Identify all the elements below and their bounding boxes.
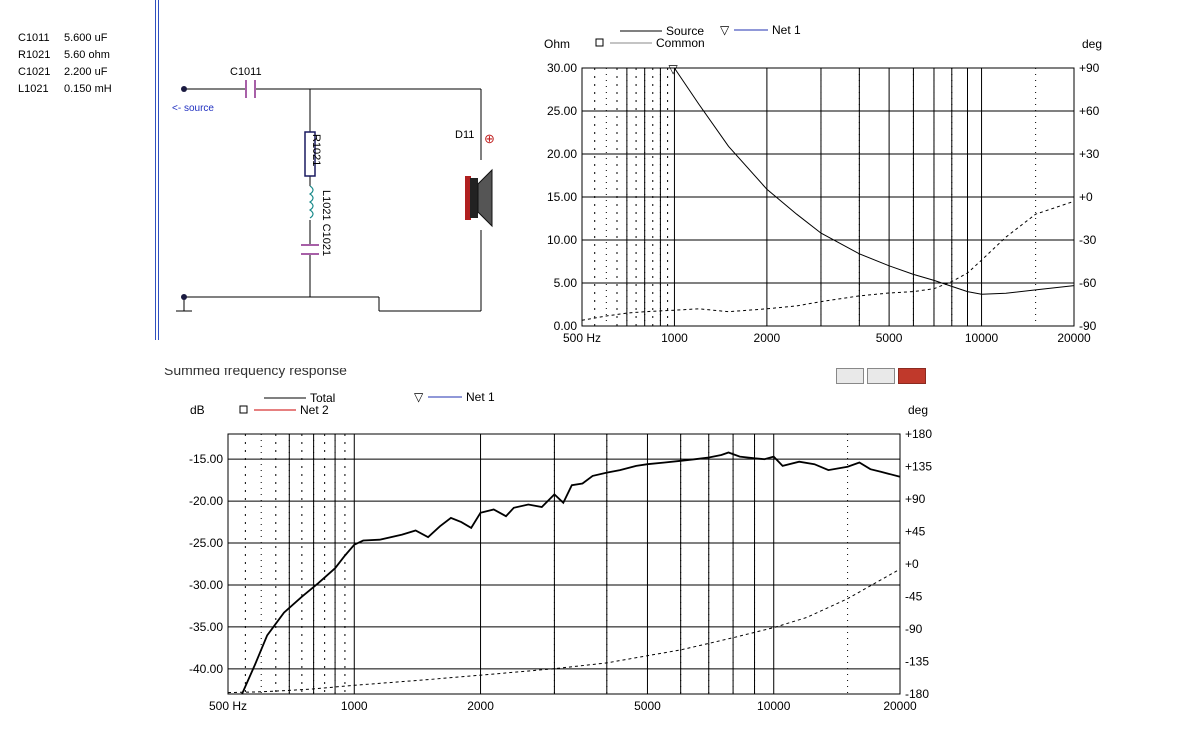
panel-divider — [158, 0, 159, 340]
speaker-d11-icon[interactable] — [465, 168, 493, 228]
y2-tick-label: +0 — [905, 557, 919, 571]
x-tick-label: 2000 — [754, 331, 781, 345]
y-tick-label: 15.00 — [547, 190, 577, 204]
x-tick-label: 20000 — [883, 699, 917, 713]
parts-row: L1021 0.150 mH — [18, 83, 112, 95]
y2-tick-label: -45 — [905, 590, 923, 604]
parts-row: R1021 5.60 ohm — [18, 49, 110, 61]
minimize-button[interactable] — [836, 368, 864, 384]
phase-series-line — [581, 200, 1075, 321]
y-tick-label: 20.00 — [547, 147, 577, 161]
source-label: <- source — [172, 103, 214, 114]
y-tick-label: 25.00 — [547, 104, 577, 118]
y-tick-label: 10.00 — [547, 233, 577, 247]
phase-series-line — [227, 568, 901, 694]
window-titlebar[interactable]: Summed frequency response — [162, 368, 962, 386]
x-tick-label: 5000 — [876, 331, 903, 345]
y-axis-label: dB — [190, 403, 205, 417]
legend-square-icon — [239, 405, 248, 414]
legend-square-icon — [595, 38, 604, 47]
x-tick-label: 1000 — [341, 699, 368, 713]
parts-list: C1011 5.600 uF R1021 5.60 ohm C1021 2.200 u… — [18, 30, 112, 98]
parts-row: C1021 2.200 uF — [18, 66, 108, 78]
window-title: Summed frequency response — [164, 368, 347, 378]
magnitude-series-line — [673, 67, 1075, 295]
y2-tick-label: +45 — [905, 525, 926, 539]
plot-frame — [227, 433, 901, 695]
x-tick-label: 20000 — [1057, 331, 1091, 345]
magnitude-series-line — [241, 451, 901, 695]
y-tick-label: -30.00 — [189, 578, 223, 592]
y2-tick-label: -90 — [905, 622, 923, 636]
ground-terminal[interactable] — [181, 294, 187, 300]
parts-row: C1011 5.600 uF — [18, 32, 108, 44]
lc-label: L1021 C1021 — [320, 190, 332, 256]
capacitor-c1011-symbol[interactable] — [245, 80, 256, 98]
x-tick-label: 500 Hz — [209, 699, 247, 713]
y-tick-label: -20.00 — [189, 494, 223, 508]
capacitor-c1021-symbol[interactable] — [301, 244, 319, 255]
y-tick-label: -15.00 — [189, 452, 223, 466]
y2-tick-label: +60 — [1079, 104, 1100, 118]
legend-label: Net 2 — [300, 403, 329, 417]
legend-label: Common — [656, 36, 705, 50]
legend-label: Net 1 — [772, 23, 801, 37]
plus-icon: ⊕ — [484, 131, 495, 146]
resistor-r1021-symbol[interactable] — [304, 131, 316, 177]
y-tick-label: -40.00 — [189, 662, 223, 676]
maximize-button[interactable] — [867, 368, 895, 384]
panel-divider — [155, 0, 156, 340]
y2-tick-label: -60 — [1079, 276, 1097, 290]
y2-tick-label: +90 — [1079, 61, 1100, 75]
crossover-schematic[interactable]: C1011 <- source R1021 L1021 C1021 D11 ⊕ — [160, 0, 520, 340]
x-tick-label: 10000 — [965, 331, 999, 345]
y-tick-label: 30.00 — [547, 61, 577, 75]
y2-tick-label: +30 — [1079, 147, 1100, 161]
summed-response-chart[interactable]: -15.00 -20.00 -25.00 -30.00 -35.00 -40.00 +180… — [160, 388, 960, 728]
legend-triangle-icon: ▽ — [414, 390, 424, 404]
plot-frame — [581, 67, 1075, 327]
y-tick-label: -25.00 — [189, 536, 223, 550]
legend-label: Net 1 — [466, 390, 495, 404]
r1021-label: R1021 — [310, 134, 322, 166]
legend-label: Source — [666, 24, 704, 38]
series-marker: ▽ — [668, 62, 678, 76]
x-tick-label: 500 Hz — [563, 331, 601, 345]
legend-label: Total — [310, 391, 335, 405]
legend-triangle-icon: ▽ — [720, 23, 730, 37]
inductor-l1021-symbol[interactable] — [308, 185, 314, 219]
y2-tick-label: +0 — [1079, 190, 1093, 204]
y2-tick-label: -180 — [905, 687, 929, 701]
y2-tick-label: -90 — [1079, 319, 1097, 333]
y-axis-label: Ohm — [544, 37, 570, 51]
c1011-label: C1011 — [230, 66, 262, 78]
impedance-chart[interactable]: 30.00 25.00 20.00 15.00 10.00 5.00 0.00 +90 +60 +… — [530, 18, 1130, 358]
close-button[interactable] — [898, 368, 926, 384]
driver-label: D11 — [455, 129, 474, 141]
y2-axis-label: deg — [1082, 37, 1102, 51]
y-tick-label: 5.00 — [554, 276, 578, 290]
y-tick-label: 0.00 — [554, 319, 578, 333]
source-terminal[interactable] — [181, 86, 187, 92]
y2-tick-label: +180 — [905, 427, 932, 441]
x-tick-label: 1000 — [661, 331, 688, 345]
y-tick-label: -35.00 — [189, 620, 223, 634]
y2-tick-label: +135 — [905, 460, 932, 474]
y2-tick-label: +90 — [905, 492, 926, 506]
y2-axis-label: deg — [908, 403, 928, 417]
x-tick-label: 2000 — [467, 699, 494, 713]
x-tick-label: 5000 — [634, 699, 661, 713]
y2-tick-label: -30 — [1079, 233, 1097, 247]
x-tick-label: 10000 — [757, 699, 791, 713]
y2-tick-label: -135 — [905, 655, 929, 669]
